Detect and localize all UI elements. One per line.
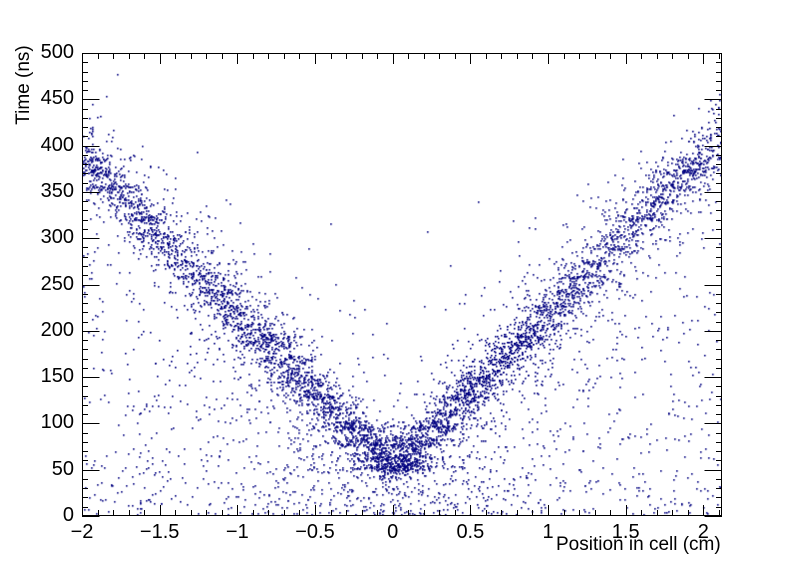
x-tick-label: 1 bbox=[542, 521, 554, 543]
x-tick-label: −1 bbox=[225, 521, 249, 543]
y-tick-label: 300 bbox=[40, 226, 74, 249]
x-tick-label: −1.5 bbox=[139, 521, 180, 543]
x-tick-label: 1.5 bbox=[611, 521, 640, 543]
y-tick-label: 400 bbox=[40, 133, 74, 156]
x-axis-title: Position in cell (cm) bbox=[556, 534, 721, 555]
y-tick-label: 350 bbox=[40, 179, 74, 202]
x-tick-label: −2 bbox=[70, 521, 94, 543]
y-tick-label: 0 bbox=[62, 504, 74, 526]
y-tick-label: 500 bbox=[40, 41, 74, 63]
x-tick-label: 0 bbox=[387, 521, 399, 543]
plot-frame bbox=[82, 53, 722, 516]
x-tick-label: −0.5 bbox=[295, 521, 335, 543]
y-tick-label: 450 bbox=[40, 87, 74, 110]
scatter-points-canvas bbox=[83, 54, 721, 515]
y-tick-label: 200 bbox=[40, 318, 74, 341]
y-tick-label: 150 bbox=[40, 365, 74, 388]
x-tick-label: 2 bbox=[697, 521, 709, 543]
y-tick-label: 50 bbox=[51, 457, 74, 480]
y-axis-title: Time (ns) bbox=[13, 45, 34, 125]
x-tick-label: 0.5 bbox=[456, 521, 485, 543]
y-tick-label: 250 bbox=[40, 272, 74, 295]
y-tick-label: 100 bbox=[40, 411, 74, 434]
